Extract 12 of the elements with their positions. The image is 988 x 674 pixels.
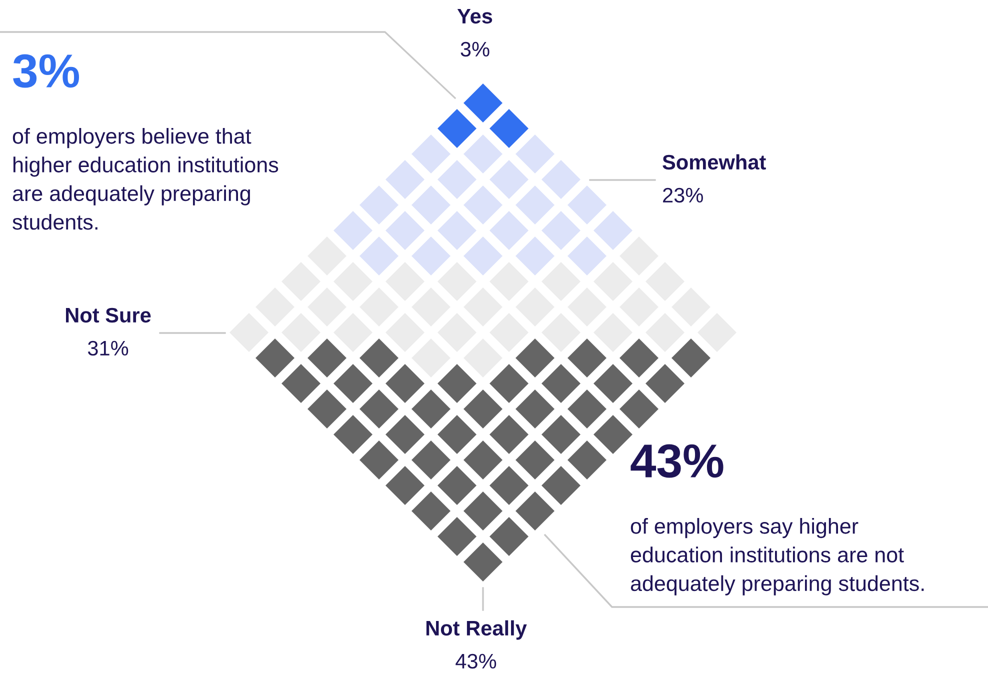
data-label: 31% xyxy=(88,340,128,356)
data-label: 3% xyxy=(460,42,490,57)
text: of employers believe that higher education institutions are adequately preparing students. xyxy=(12,128,278,230)
category-label: Somewhat xyxy=(662,154,766,170)
category-label: Yes xyxy=(457,9,492,24)
text: 43% xyxy=(630,444,724,478)
text: of employers say higher education institutions are not adequately preparing students. xyxy=(630,518,924,596)
category-label: Not Really xyxy=(426,620,527,640)
data-label: 43% xyxy=(456,654,496,669)
text: 3% xyxy=(13,54,80,88)
data-label: 23% xyxy=(663,188,703,203)
category-label: Not Sure xyxy=(66,308,151,323)
